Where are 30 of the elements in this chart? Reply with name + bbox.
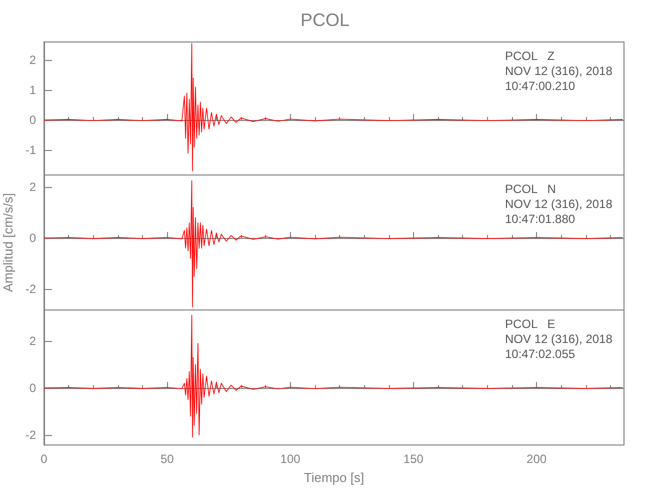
y-tick-label: 0 bbox=[29, 113, 36, 128]
annotation: 10:47:00.210 bbox=[505, 79, 576, 93]
y-tick-label: 2 bbox=[29, 180, 36, 194]
annotation: PCOL N bbox=[505, 182, 556, 196]
y-tick-label: -1 bbox=[25, 143, 36, 158]
annotation: PCOL Z bbox=[505, 49, 555, 63]
annotation: NOV 12 (316), 2018 bbox=[505, 197, 613, 211]
y-tick-label: -2 bbox=[25, 428, 36, 442]
y-tick-label: 1 bbox=[29, 83, 36, 98]
annotation: 10:47:01.880 bbox=[505, 212, 576, 226]
annotation: 10:47:02.055 bbox=[505, 347, 576, 361]
line-series bbox=[44, 314, 624, 438]
x-tick-label: 150 bbox=[403, 452, 424, 466]
line-series bbox=[44, 43, 624, 172]
x-tick-label: 50 bbox=[160, 452, 174, 466]
annotation: PCOL E bbox=[505, 317, 556, 331]
y-axis-title: Amplitud [cm/s/s] bbox=[0, 193, 16, 292]
annotation: NOV 12 (316), 2018 bbox=[505, 332, 613, 346]
y-tick-label: 2 bbox=[29, 53, 36, 68]
line-series bbox=[44, 180, 624, 308]
x-axis-title: Tiempo [s] bbox=[304, 470, 364, 485]
y-tick-label: 2 bbox=[29, 334, 36, 348]
y-tick-label: 0 bbox=[29, 231, 36, 246]
x-tick-label: 100 bbox=[280, 452, 301, 466]
annotation: NOV 12 (316), 2018 bbox=[505, 64, 613, 78]
chart-title: PCOL bbox=[300, 10, 350, 30]
y-tick-label: 0 bbox=[29, 380, 36, 395]
y-tick-label: -2 bbox=[25, 282, 36, 296]
x-tick-label: 0 bbox=[40, 452, 48, 466]
x-tick-label: 200 bbox=[526, 452, 547, 466]
